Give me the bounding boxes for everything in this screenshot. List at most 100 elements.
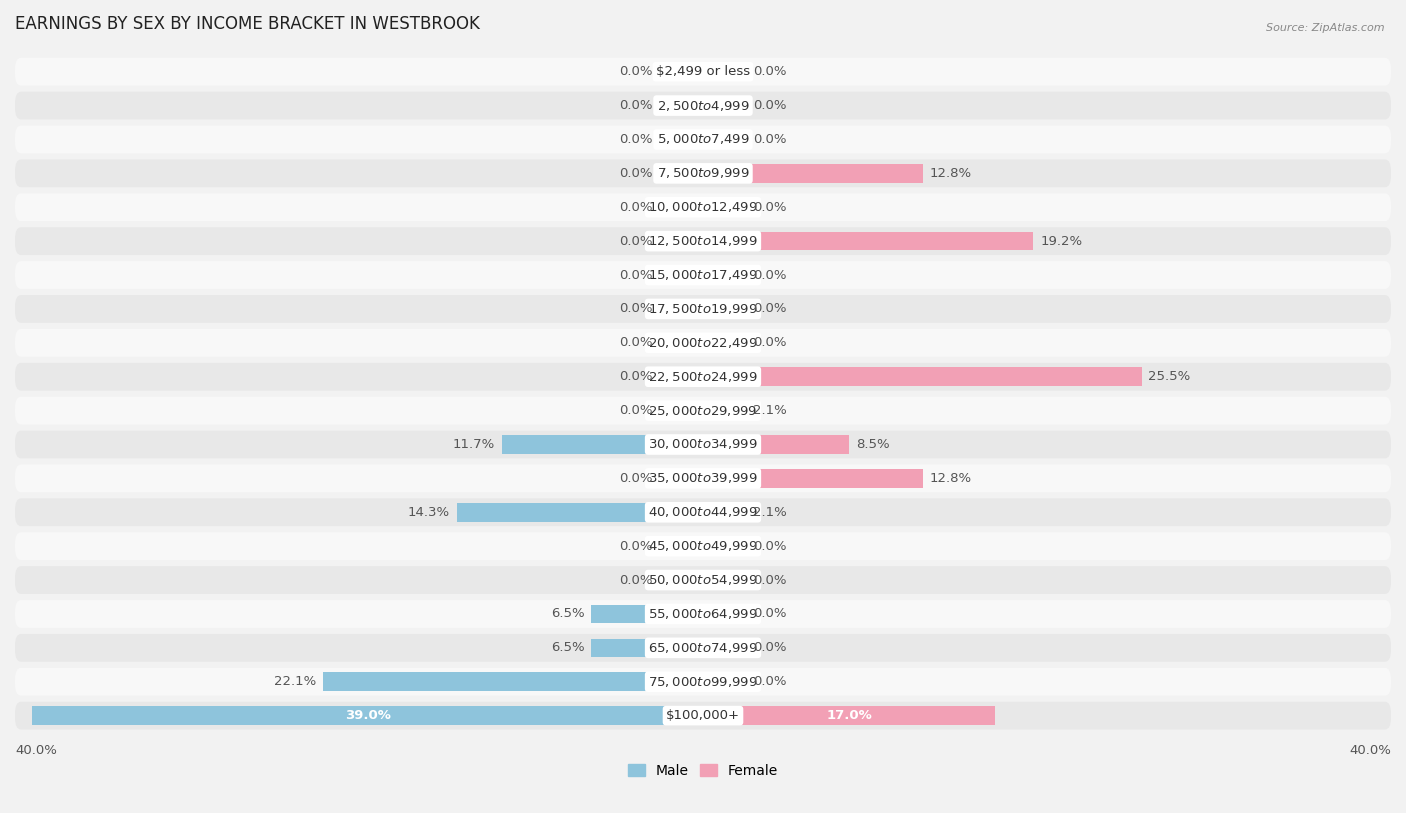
Bar: [659, 266, 703, 285]
Text: $35,000 to $39,999: $35,000 to $39,999: [648, 472, 758, 485]
Text: 0.0%: 0.0%: [620, 337, 654, 350]
Text: 0.0%: 0.0%: [752, 607, 786, 620]
Text: $20,000 to $22,499: $20,000 to $22,499: [648, 336, 758, 350]
Bar: [703, 503, 747, 522]
Text: $45,000 to $49,999: $45,000 to $49,999: [648, 539, 758, 553]
Text: 11.7%: 11.7%: [453, 438, 495, 451]
Text: 2.1%: 2.1%: [752, 404, 786, 417]
Text: 0.0%: 0.0%: [620, 99, 654, 112]
Text: 0.0%: 0.0%: [752, 573, 786, 586]
Bar: [502, 435, 703, 454]
FancyBboxPatch shape: [15, 58, 1391, 85]
Bar: [659, 300, 703, 318]
Bar: [659, 164, 703, 183]
Text: 0.0%: 0.0%: [752, 302, 786, 315]
Bar: [703, 571, 747, 589]
Text: $15,000 to $17,499: $15,000 to $17,499: [648, 268, 758, 282]
FancyBboxPatch shape: [15, 533, 1391, 560]
FancyBboxPatch shape: [15, 464, 1391, 493]
Text: $17,500 to $19,999: $17,500 to $19,999: [648, 302, 758, 316]
FancyBboxPatch shape: [15, 92, 1391, 120]
Text: 0.0%: 0.0%: [752, 540, 786, 553]
FancyBboxPatch shape: [15, 702, 1391, 729]
FancyBboxPatch shape: [15, 397, 1391, 424]
Text: 12.8%: 12.8%: [929, 167, 972, 180]
FancyBboxPatch shape: [15, 329, 1391, 357]
Bar: [703, 638, 747, 657]
Legend: Male, Female: Male, Female: [628, 764, 778, 778]
Text: $2,500 to $4,999: $2,500 to $4,999: [657, 98, 749, 112]
Text: 0.0%: 0.0%: [752, 268, 786, 281]
Bar: [703, 672, 747, 691]
Bar: [703, 96, 747, 115]
Bar: [323, 672, 703, 691]
Bar: [703, 130, 747, 149]
Text: 0.0%: 0.0%: [752, 65, 786, 78]
Bar: [703, 605, 747, 624]
FancyBboxPatch shape: [15, 566, 1391, 594]
Text: 0.0%: 0.0%: [620, 268, 654, 281]
Text: 6.5%: 6.5%: [551, 607, 585, 620]
Bar: [659, 469, 703, 488]
FancyBboxPatch shape: [15, 431, 1391, 459]
Text: $75,000 to $99,999: $75,000 to $99,999: [648, 675, 758, 689]
Bar: [703, 367, 1142, 386]
Bar: [659, 402, 703, 420]
Text: 39.0%: 39.0%: [344, 709, 391, 722]
Bar: [703, 333, 747, 352]
Text: $50,000 to $54,999: $50,000 to $54,999: [648, 573, 758, 587]
Text: $5,000 to $7,499: $5,000 to $7,499: [657, 133, 749, 146]
Bar: [659, 198, 703, 216]
Text: $65,000 to $74,999: $65,000 to $74,999: [648, 641, 758, 654]
FancyBboxPatch shape: [15, 261, 1391, 289]
FancyBboxPatch shape: [15, 498, 1391, 526]
FancyBboxPatch shape: [15, 667, 1391, 696]
Text: 25.5%: 25.5%: [1149, 370, 1191, 383]
Text: 2.1%: 2.1%: [752, 506, 786, 519]
FancyBboxPatch shape: [15, 228, 1391, 255]
Text: $7,500 to $9,999: $7,500 to $9,999: [657, 167, 749, 180]
FancyBboxPatch shape: [15, 159, 1391, 187]
Text: 40.0%: 40.0%: [1350, 745, 1391, 758]
Bar: [591, 605, 703, 624]
Text: $55,000 to $64,999: $55,000 to $64,999: [648, 607, 758, 621]
Text: 17.0%: 17.0%: [827, 709, 872, 722]
Text: 0.0%: 0.0%: [752, 337, 786, 350]
FancyBboxPatch shape: [15, 193, 1391, 221]
Text: 0.0%: 0.0%: [620, 573, 654, 586]
Bar: [659, 96, 703, 115]
Bar: [659, 367, 703, 386]
Text: $40,000 to $44,999: $40,000 to $44,999: [648, 505, 758, 520]
Text: 0.0%: 0.0%: [752, 676, 786, 689]
Text: 12.8%: 12.8%: [929, 472, 972, 485]
Text: 0.0%: 0.0%: [620, 370, 654, 383]
Bar: [703, 232, 1033, 250]
Text: 8.5%: 8.5%: [856, 438, 890, 451]
Text: $22,500 to $24,999: $22,500 to $24,999: [648, 370, 758, 384]
Text: $100,000+: $100,000+: [666, 709, 740, 722]
Bar: [457, 503, 703, 522]
Text: 0.0%: 0.0%: [752, 201, 786, 214]
Text: 0.0%: 0.0%: [752, 133, 786, 146]
Bar: [659, 130, 703, 149]
Text: 0.0%: 0.0%: [620, 201, 654, 214]
Bar: [591, 638, 703, 657]
Text: 0.0%: 0.0%: [752, 641, 786, 654]
Bar: [659, 333, 703, 352]
Text: 0.0%: 0.0%: [752, 99, 786, 112]
Bar: [659, 232, 703, 250]
Bar: [703, 402, 747, 420]
Text: 0.0%: 0.0%: [620, 472, 654, 485]
Bar: [703, 706, 995, 725]
Bar: [703, 266, 747, 285]
FancyBboxPatch shape: [15, 363, 1391, 390]
Bar: [659, 537, 703, 555]
Bar: [703, 164, 924, 183]
Text: 19.2%: 19.2%: [1040, 235, 1083, 248]
Text: 14.3%: 14.3%: [408, 506, 450, 519]
Text: $25,000 to $29,999: $25,000 to $29,999: [648, 403, 758, 418]
Text: Source: ZipAtlas.com: Source: ZipAtlas.com: [1267, 23, 1385, 33]
Text: 0.0%: 0.0%: [620, 540, 654, 553]
Bar: [703, 537, 747, 555]
Bar: [703, 435, 849, 454]
